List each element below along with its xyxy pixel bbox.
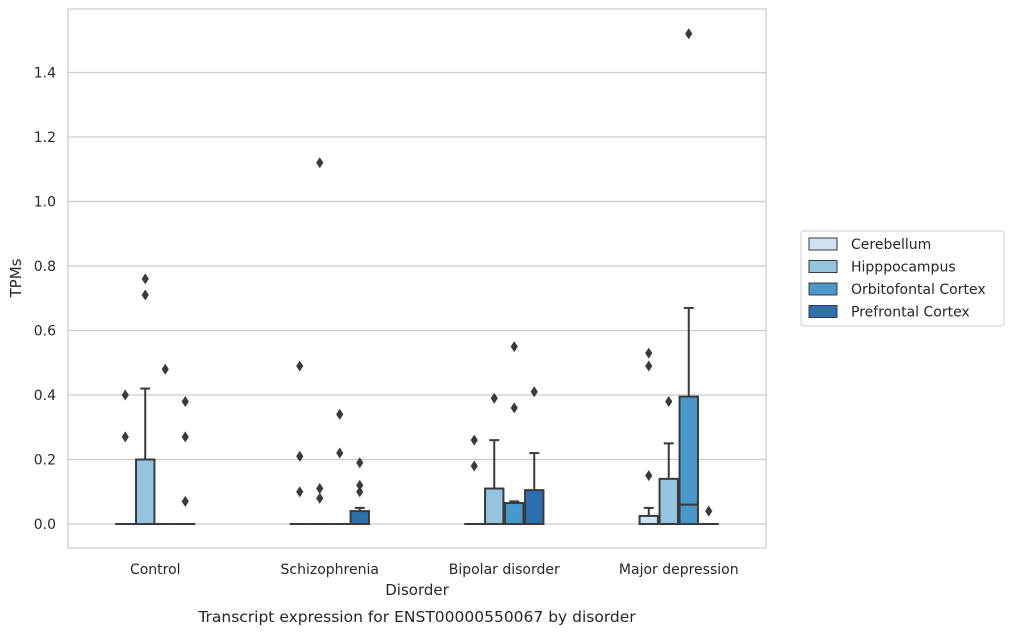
y-tick-label: 1.0: [34, 195, 56, 211]
x-tick-labels: Control Schizophrenia Bipolar disorder Majo…: [130, 562, 739, 578]
box-series: [115, 28, 719, 526]
y-tick-label: 0.4: [34, 388, 56, 404]
outlier-point: [356, 486, 364, 498]
box-group: [115, 389, 136, 525]
outlier-point: [121, 431, 129, 443]
box-body: [638, 514, 659, 525]
outlier-point: [645, 470, 653, 482]
legend-label: Prefrontal Cortex: [851, 305, 970, 321]
y-tick-label: 0.0: [34, 517, 56, 533]
box-group: [484, 392, 505, 525]
outlier-point: [665, 395, 673, 407]
y-tick-label: 0.8: [34, 259, 56, 275]
legend-swatch: [808, 237, 838, 251]
y-tick-labels: 0.0 0.2 0.4 0.6 0.8 1.0 1.2 1.4: [34, 66, 56, 534]
legend-label: Cerebellum: [851, 237, 931, 253]
legend-swatch: [808, 305, 838, 318]
x-tick-label: Major depression: [619, 562, 739, 578]
box-group: [698, 505, 719, 525]
box-group: [135, 273, 156, 525]
box-group: [349, 457, 370, 526]
legend-swatch: [808, 260, 838, 273]
legend-label: Hipppocampus: [851, 260, 956, 276]
box-group: [678, 28, 699, 525]
box-body: [524, 489, 545, 526]
outlier-point: [121, 389, 129, 401]
outlier-point: [530, 386, 538, 398]
y-tick-label: 0.2: [34, 453, 56, 469]
outlier-point: [336, 447, 344, 459]
x-axis-title: Disorder: [385, 581, 449, 599]
box-body: [349, 510, 370, 526]
chart-caption: Transcript expression for ENST0000055006…: [197, 608, 636, 626]
outlier-point: [296, 450, 304, 462]
box-group: [504, 341, 525, 526]
x-tick-label: Bipolar disorder: [449, 562, 560, 578]
outlier-point: [645, 360, 653, 372]
box-group: [155, 363, 176, 525]
outlier-point: [141, 273, 149, 285]
outlier-point: [510, 341, 518, 353]
y-tick-label: 1.4: [34, 66, 56, 82]
outlier-point: [356, 457, 364, 469]
outlier-point: [141, 289, 149, 301]
x-tick-label: Control: [130, 562, 181, 578]
box-group: [638, 347, 659, 525]
box-group: [524, 386, 545, 526]
outlier-point: [181, 395, 189, 407]
box-body: [504, 502, 525, 526]
outlier-point: [296, 486, 304, 498]
y-axis-title: TPMs: [7, 258, 25, 298]
x-tick-label: Schizophrenia: [281, 562, 379, 578]
grid-lines: [68, 71, 766, 525]
box-group: [289, 360, 310, 525]
y-tick-label: 1.2: [34, 130, 56, 146]
box-group: [464, 434, 485, 525]
outlier-point: [316, 492, 324, 504]
outlier-point: [490, 392, 498, 404]
legend-swatch: [808, 282, 838, 296]
box-body: [658, 477, 679, 526]
outlier-point: [316, 483, 324, 495]
box-group: [658, 395, 679, 526]
box-group: [175, 395, 196, 525]
y-tick-label: 0.6: [34, 324, 56, 340]
legend: Cerebellum Hipppocampus Orbitofontal Corte…: [800, 230, 1005, 327]
outlier-point: [510, 402, 518, 414]
outlier-point: [470, 434, 478, 446]
box-group: [309, 157, 330, 525]
outlier-point: [181, 495, 189, 507]
legend-frame: [800, 230, 1005, 327]
outlier-point: [296, 360, 304, 372]
outlier-point: [685, 28, 693, 40]
box-group: [329, 408, 350, 525]
box-body: [484, 487, 505, 525]
box-body: [135, 458, 156, 525]
outlier-point: [316, 157, 324, 169]
outlier-point: [645, 347, 653, 359]
legend-label: Orbitofontal Cortex: [851, 282, 986, 298]
outlier-point: [470, 460, 478, 472]
box-body: [678, 395, 699, 525]
outlier-point: [356, 479, 364, 491]
plot-area: [67, 8, 767, 549]
outlier-point: [705, 505, 713, 517]
outlier-point: [181, 431, 189, 443]
outlier-point: [336, 408, 344, 420]
outlier-point: [161, 363, 169, 375]
